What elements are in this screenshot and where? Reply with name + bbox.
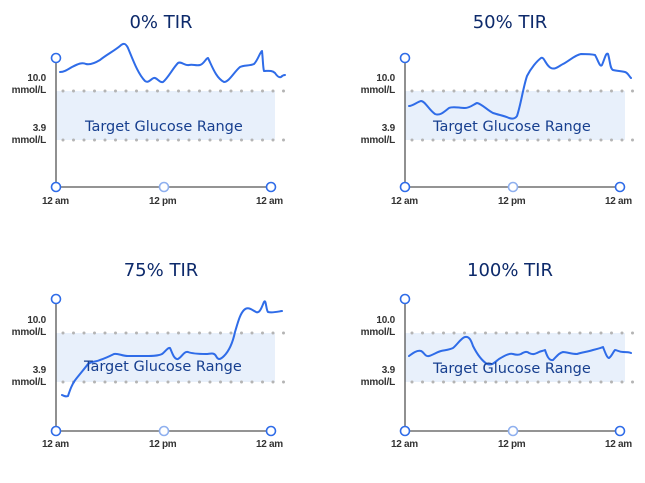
- x-label-end: 12 am: [605, 196, 632, 207]
- x-label-mid: 12 pm: [498, 439, 526, 450]
- glucose-chart: [50, 293, 287, 437]
- y-label-upper: 10.0 mmol/L: [0, 73, 47, 97]
- x-axis-mid-marker-icon: [158, 425, 170, 437]
- chart-title: 50% TIR: [472, 12, 548, 33]
- y-label-lower: 3.9 mmol/L: [349, 365, 396, 389]
- y-axis-top-marker-icon: [399, 293, 411, 305]
- y-label-value: 10.0: [376, 315, 395, 326]
- target-range-band: [405, 91, 625, 140]
- y-label-unit: mmol/L: [360, 327, 396, 338]
- x-label-end: 12 am: [256, 196, 283, 207]
- target-range-band: [56, 333, 275, 382]
- y-label-unit: mmol/L: [360, 135, 396, 146]
- target-range-band: [405, 333, 625, 382]
- target-range-label: Target Glucose Range: [433, 361, 591, 377]
- x-axis-end-marker-icon: [614, 425, 626, 437]
- y-label-lower: 3.9 mmol/L: [0, 123, 47, 147]
- y-label-unit: mmol/L: [11, 327, 47, 338]
- y-label-unit: mmol/L: [11, 135, 47, 146]
- x-axis-mid-marker-icon: [507, 181, 519, 193]
- glucose-trace: [59, 42, 286, 84]
- y-label-upper: 10.0 mmol/L: [0, 315, 47, 339]
- x-axis-mid-marker-icon: [158, 181, 170, 193]
- y-label-lower: 3.9 mmol/L: [349, 123, 396, 147]
- chart-panel-75-tir: 75% TIR 10.0 mmol/L 3.9 mmol/L Target Gl…: [0, 248, 322, 483]
- x-label-mid: 12 pm: [149, 439, 177, 450]
- x-label-start: 12 am: [391, 196, 418, 207]
- y-label-unit: mmol/L: [11, 85, 47, 96]
- x-axis-end-marker-icon: [614, 181, 626, 193]
- x-label-end: 12 am: [605, 439, 632, 450]
- glucose-trace: [408, 335, 632, 366]
- glucose-trace: [61, 300, 283, 398]
- y-axis-top-marker-icon: [50, 52, 62, 64]
- x-label-start: 12 am: [42, 439, 69, 450]
- x-axis-start-marker-icon: [399, 425, 411, 437]
- x-axis-end-marker-icon: [265, 181, 277, 193]
- y-label-value: 10.0: [27, 73, 46, 84]
- y-label-value: 3.9: [32, 365, 47, 376]
- y-label-upper: 10.0 mmol/L: [349, 315, 396, 339]
- y-label-lower: 3.9 mmol/L: [0, 365, 47, 389]
- y-label-unit: mmol/L: [360, 377, 396, 388]
- chart-title: 0% TIR: [129, 12, 193, 33]
- chart-title: 75% TIR: [123, 260, 199, 281]
- target-range-label: Target Glucose Range: [85, 119, 243, 135]
- y-axis-top-marker-icon: [50, 293, 62, 305]
- y-label-upper: 10.0 mmol/L: [349, 73, 396, 97]
- y-label-unit: mmol/L: [360, 85, 396, 96]
- x-label-mid: 12 pm: [498, 196, 526, 207]
- y-label-value: 10.0: [376, 73, 395, 84]
- x-axis-start-marker-icon: [50, 181, 62, 193]
- x-label-start: 12 am: [42, 196, 69, 207]
- glucose-chart: [399, 52, 637, 193]
- y-label-unit: mmol/L: [11, 377, 47, 388]
- target-range-label: Target Glucose Range: [433, 119, 591, 135]
- glucose-trace: [408, 52, 632, 120]
- x-axis-start-marker-icon: [50, 425, 62, 437]
- y-label-value: 3.9: [32, 123, 47, 134]
- glucose-chart: [50, 42, 287, 193]
- y-label-value: 10.0: [27, 315, 46, 326]
- x-label-end: 12 am: [256, 439, 283, 450]
- glucose-chart: [399, 293, 637, 437]
- chart-panel-100-tir: 100% TIR 10.0 mmol/L 3.9 mmol/L Target G…: [349, 248, 645, 483]
- chart-panel-0-tir: 0% TIR 10.0 mmol/L 3.9 mmol/L Target Glu…: [0, 0, 322, 235]
- y-axis-top-marker-icon: [399, 52, 411, 64]
- y-label-value: 3.9: [381, 123, 396, 134]
- x-axis-end-marker-icon: [265, 425, 277, 437]
- x-label-mid: 12 pm: [149, 196, 177, 207]
- x-axis-mid-marker-icon: [507, 425, 519, 437]
- chart-title: 100% TIR: [467, 260, 553, 281]
- x-axis-start-marker-icon: [399, 181, 411, 193]
- x-label-start: 12 am: [391, 439, 418, 450]
- target-range-label: Target Glucose Range: [84, 359, 242, 375]
- y-label-value: 3.9: [381, 365, 396, 376]
- target-range-band: [56, 91, 275, 140]
- chart-panel-50-tir: 50% TIR 10.0 mmol/L 3.9 mmol/L Target Gl…: [349, 0, 645, 235]
